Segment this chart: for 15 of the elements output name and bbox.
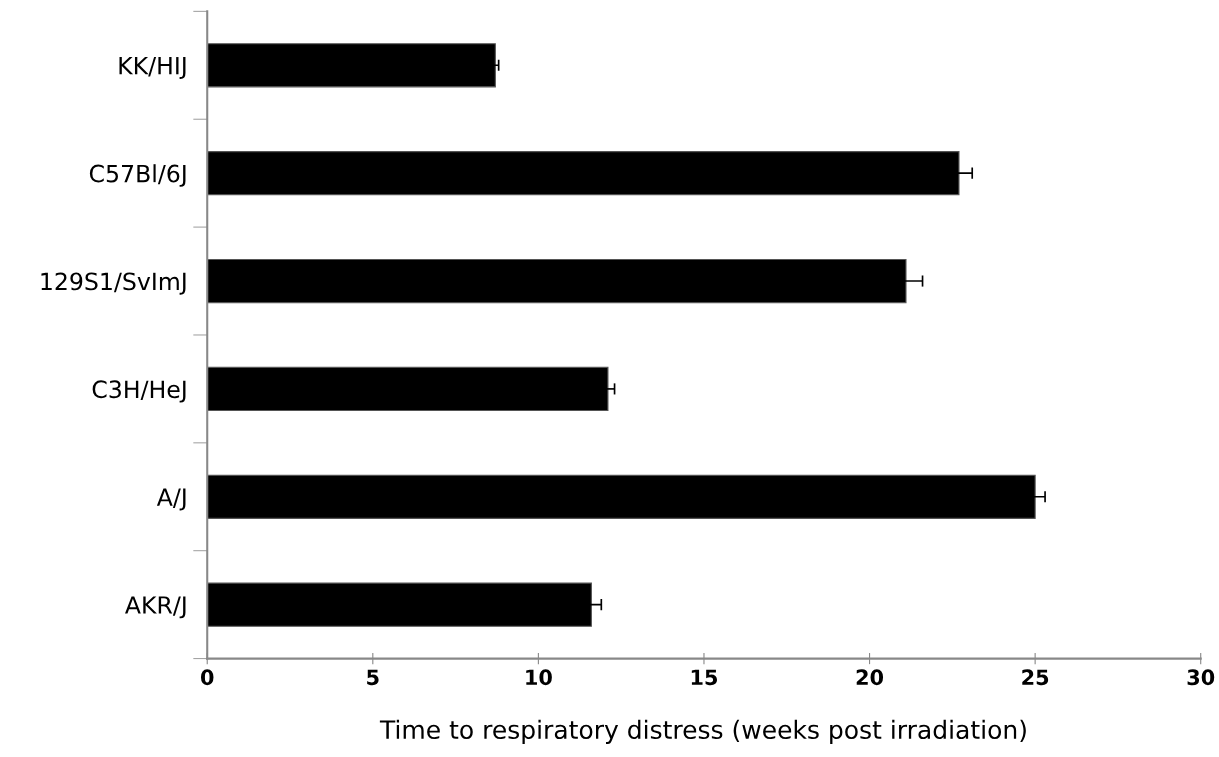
y-tick-label: AKR/J (125, 596, 186, 619)
y-tick-label: KK/HIJ (119, 57, 186, 79)
x-tick-label: 5 (367, 669, 379, 686)
bar (207, 43, 496, 88)
x-tick-label: 30 (1187, 669, 1215, 686)
x-tick-label: 0 (200, 669, 214, 686)
y-tick-label: C57Bl/6J (89, 164, 186, 187)
y-tick-label: C3H/HeJ (92, 380, 186, 403)
x-axis-title: Time to respiratory distress (weeks post irradiation) (379, 719, 1026, 744)
x-tick-label: 15 (691, 669, 718, 686)
y-tick-label: A/J (156, 488, 186, 511)
x-tick-label: 20 (856, 669, 884, 686)
y-tick-label: 129S1/SvImJ (41, 272, 186, 295)
x-tick-label: 25 (1022, 669, 1049, 686)
x-tick-label: 10 (526, 669, 552, 686)
